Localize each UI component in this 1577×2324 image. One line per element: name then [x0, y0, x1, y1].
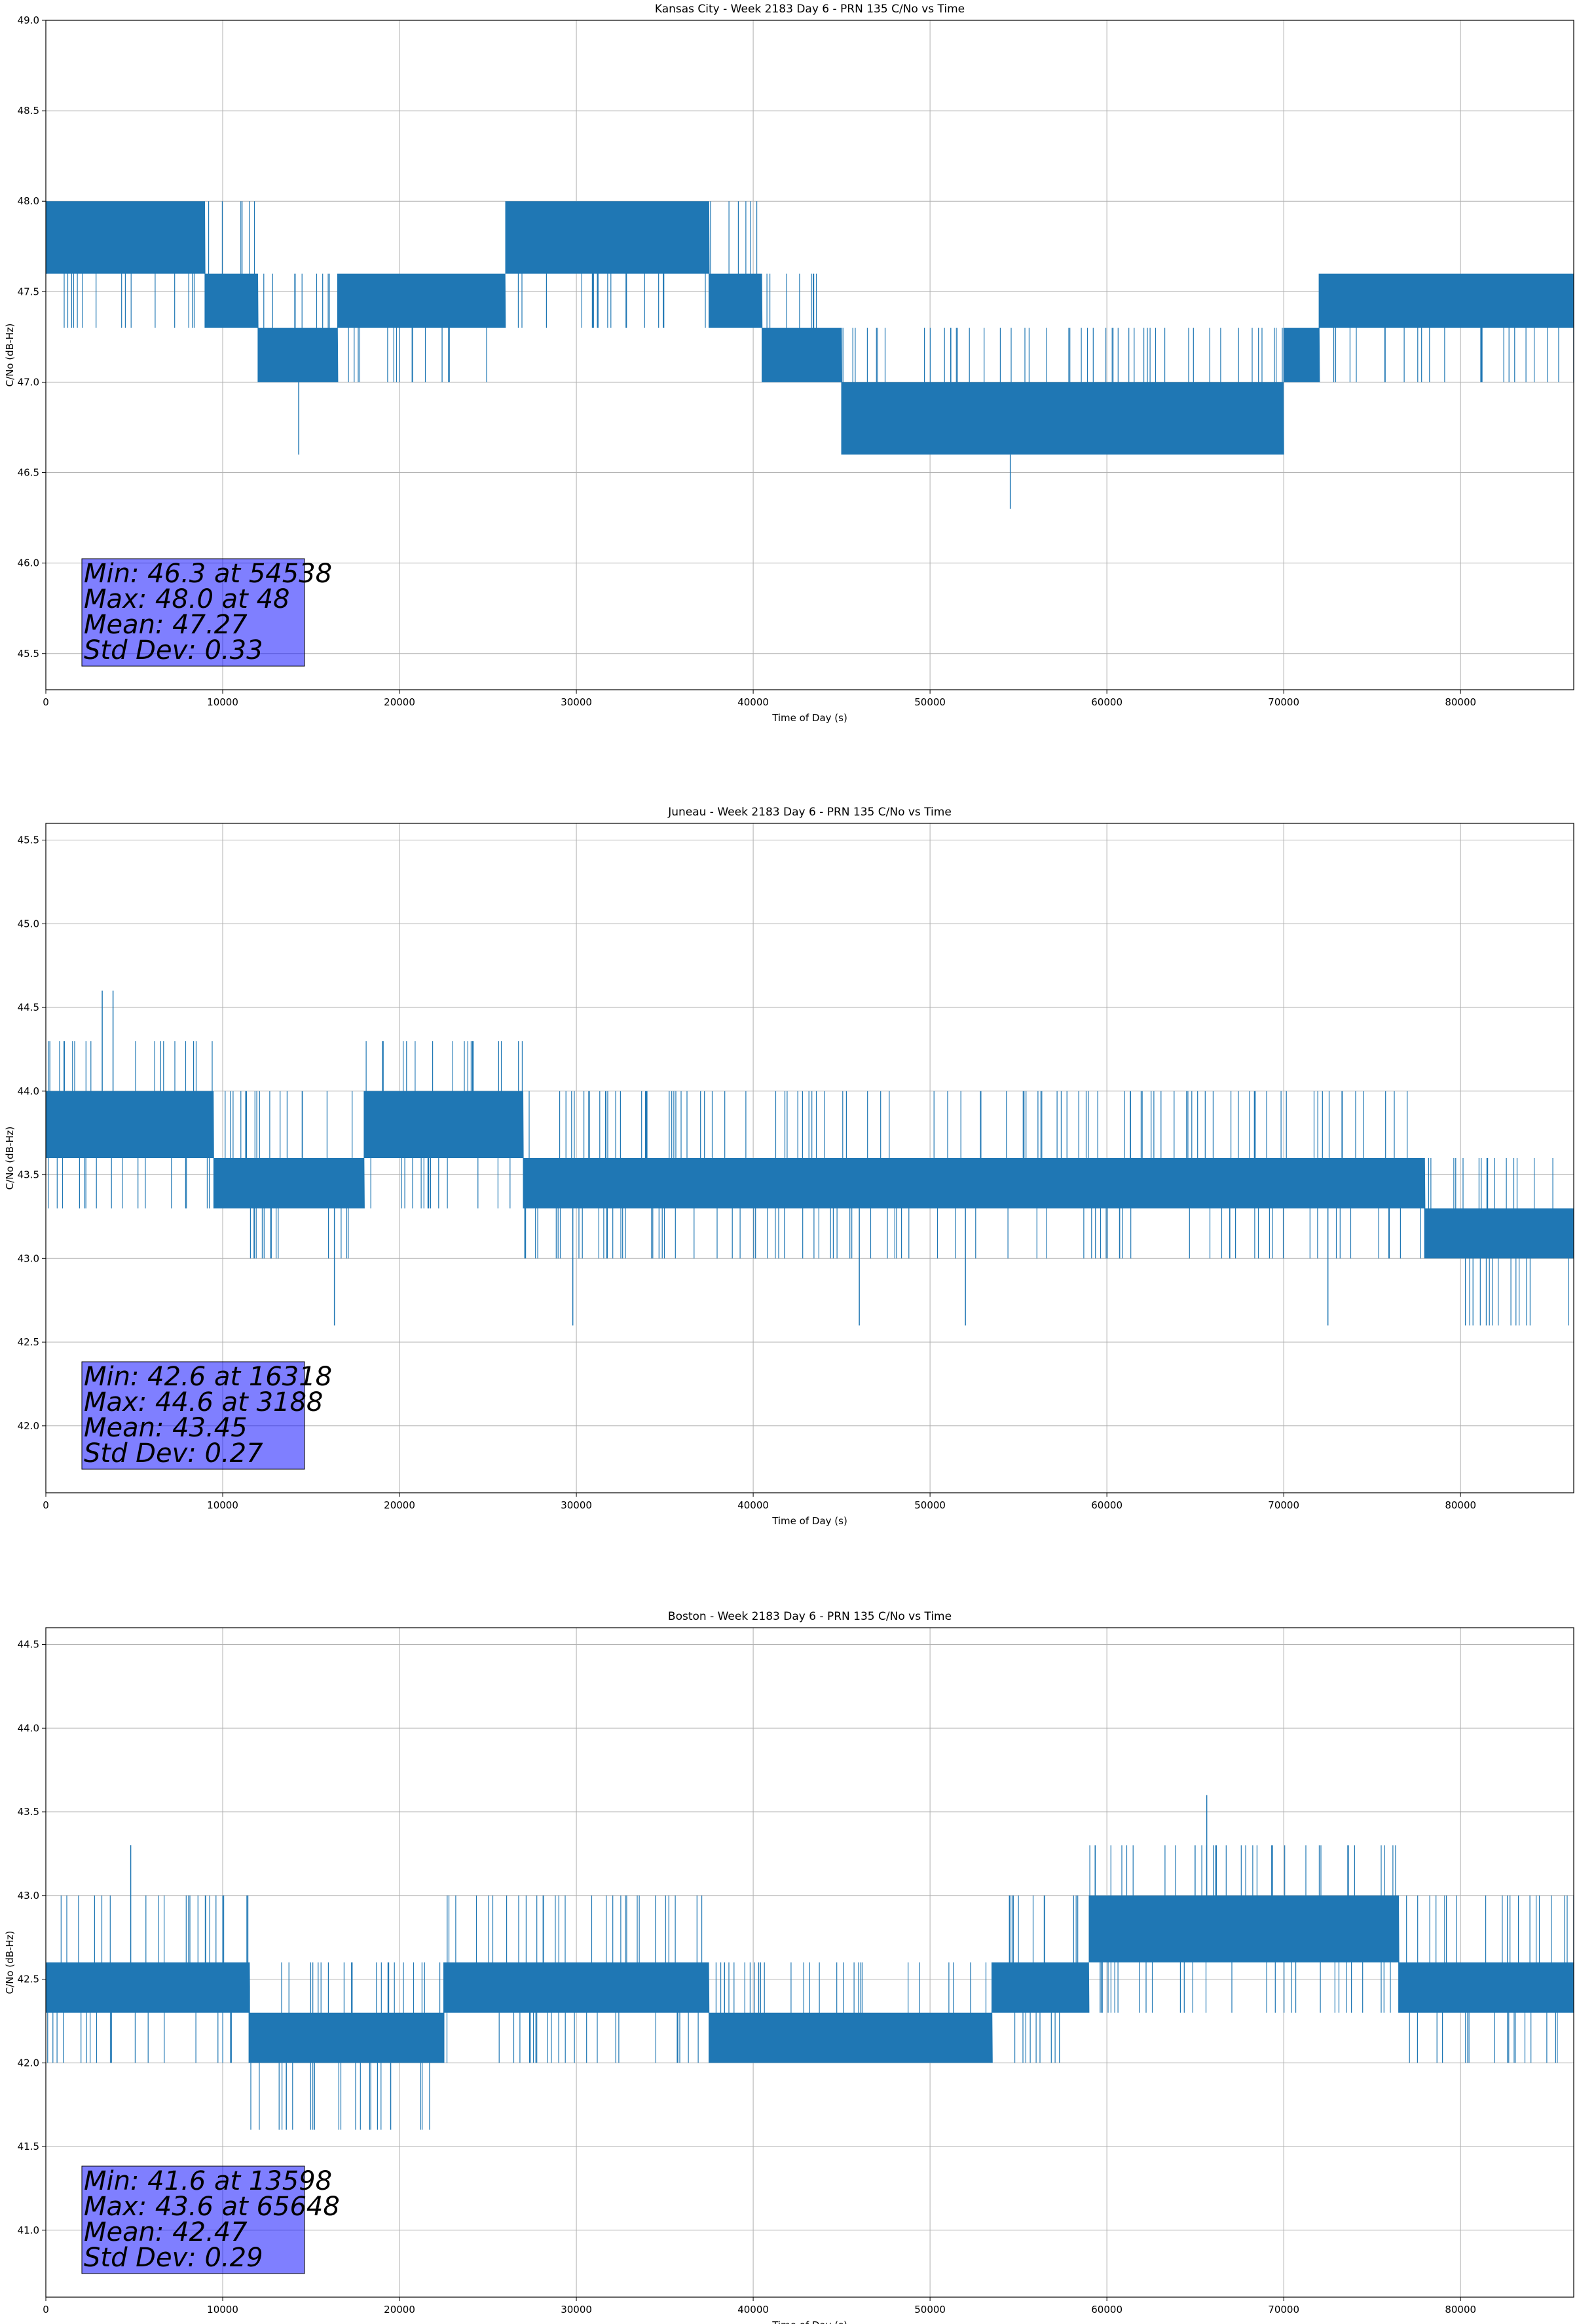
chart2-stats-min: Min: 42.6 at 16318 — [84, 1362, 332, 1392]
chart3-series — [46, 1795, 1574, 2130]
chart3-stats-min: Min: 41.6 at 13598 — [84, 2166, 332, 2196]
chart1-xtick-label-8: 80000 — [1445, 696, 1476, 708]
chart2-xtick-label-6: 60000 — [1091, 1499, 1122, 1511]
chart1-ytick-label-6: 48.5 — [18, 105, 39, 117]
chart1-ytick-label-7: 49.0 — [18, 14, 39, 26]
chart3-xtick-label-0: 0 — [43, 2304, 49, 2315]
chart1-series — [46, 201, 1574, 509]
chart3-ytick-label-2: 42.0 — [18, 2057, 39, 2069]
chart2-ytick-label-2: 43.0 — [18, 1252, 39, 1264]
chart2-ytick-label-5: 44.5 — [18, 1002, 39, 1013]
chart1-title: Kansas City - Week 2183 Day 6 - PRN 135 … — [655, 3, 965, 16]
chart3-axes: 0 10000 20000 30000 40000 50000 60000 70000 8000… — [4, 1610, 1574, 2324]
chart1-xtick-label-4: 40000 — [737, 696, 769, 708]
chart2-ytick-label-0: 42.0 — [18, 1420, 39, 1432]
chart2-stats-mean: Mean: 43.45 — [84, 1413, 248, 1443]
chart3-ytick-label-6: 44.0 — [18, 1722, 39, 1734]
chart2-stats-box-bg — [81, 1361, 305, 1470]
chart2-series — [46, 990, 1574, 1326]
chart2-series-line — [46, 1041, 1574, 1326]
chart1-xtick-label-2: 20000 — [384, 696, 415, 708]
chart1-ytick-label-2: 46.5 — [18, 467, 39, 479]
chart2-ytick-label-1: 42.5 — [18, 1336, 39, 1348]
chart1-ytick-label-5: 48.0 — [18, 195, 39, 207]
chart3-xtick-label-8: 80000 — [1445, 2304, 1476, 2315]
chart2-xtick-label-1: 10000 — [207, 1499, 238, 1511]
chart3-ytick-label-5: 43.5 — [18, 1806, 39, 1818]
chart3-ytick-label-0: 41.0 — [18, 2224, 39, 2236]
chart1-stats-min: Min: 46.3 at 54538 — [84, 559, 332, 589]
chart1-stats-box-bg — [81, 558, 305, 667]
chart1-axes: 0 10000 20000 30000 40000 50000 60000 70000 8000… — [4, 3, 1574, 724]
chart3-frame — [45, 1627, 1574, 2298]
chart1-ytick-label-4: 47.5 — [18, 286, 39, 297]
chart3-xlabel: Time of Day (s) — [771, 2319, 847, 2324]
chart2-stats-std: Std Dev: 0.27 — [84, 1438, 263, 1469]
chart2-xtick-label-5: 50000 — [914, 1499, 946, 1511]
chart3-title: Boston - Week 2183 Day 6 - PRN 135 C/No … — [668, 1610, 952, 1623]
chart3-ytick-label-4: 43.0 — [18, 1890, 39, 1902]
chart2-title: Juneau - Week 2183 Day 6 - PRN 135 C/No … — [667, 806, 952, 819]
chart1-frame — [45, 20, 1574, 690]
chart1-ytick-label-0: 45.5 — [18, 648, 39, 660]
chart3-xtick-label-4: 40000 — [737, 2304, 769, 2315]
chart2-xtick-label-3: 30000 — [561, 1499, 592, 1511]
chart2-ytick-label-7: 45.5 — [18, 834, 39, 846]
chart2-axes: 0 10000 20000 30000 40000 50000 60000 70000 8000… — [4, 806, 1574, 1527]
chart2-frame — [45, 823, 1574, 1493]
chart1-ytick-label-3: 47.0 — [18, 376, 39, 388]
chart3-ytick-label-3: 42.5 — [18, 1974, 39, 1985]
chart3-stats-mean: Mean: 42.47 — [84, 2217, 248, 2247]
chart1-xtick-label-5: 50000 — [914, 696, 946, 708]
chart1-xlabel: Time of Day (s) — [771, 712, 847, 724]
chart1-stats-std: Std Dev: 0.33 — [84, 635, 263, 665]
chart1-ylabel: C/No (dB-Hz) — [4, 324, 16, 387]
chart1-xtick-label-7: 70000 — [1268, 696, 1299, 708]
chart1-xtick-label-6: 60000 — [1091, 696, 1122, 708]
chart1-xtick-label-3: 30000 — [561, 696, 592, 708]
chart3-series-line — [46, 1845, 1574, 2130]
chart3-xtick-label-5: 50000 — [914, 2304, 946, 2315]
chart2-ytick-label-4: 44.0 — [18, 1085, 39, 1097]
chart2-xlabel: Time of Day (s) — [771, 1515, 847, 1527]
chart2-ytick-label-6: 45.0 — [18, 918, 39, 929]
chart3-xtick-label-3: 30000 — [561, 2304, 592, 2315]
chart3-stats-max: Max: 43.6 at 65648 — [84, 2192, 340, 2222]
chart2-stats-max: Max: 44.6 at 3188 — [84, 1387, 323, 1417]
chart2-ytick-label-3: 43.5 — [18, 1169, 39, 1181]
chart3-xtick-label-7: 70000 — [1268, 2304, 1299, 2315]
chart1-stats-max: Max: 48.0 at 48 — [84, 584, 289, 614]
chart3-ytick-label-1: 41.5 — [18, 2141, 39, 2152]
chart3-stats-std: Std Dev: 0.29 — [84, 2243, 263, 2273]
chart3-ylabel: C/No (dB-Hz) — [4, 1931, 16, 1995]
chart2-xtick-label-2: 20000 — [384, 1499, 415, 1511]
chart1-xtick-label-1: 10000 — [207, 696, 238, 708]
chart2-ylabel: C/No (dB-Hz) — [4, 1127, 16, 1190]
chart2-xtick-label-0: 0 — [43, 1499, 49, 1511]
chart2-xtick-label-4: 40000 — [737, 1499, 769, 1511]
chart3-xtick-label-1: 10000 — [207, 2304, 238, 2315]
chart1-series-line — [46, 201, 1574, 455]
chart1-stats-mean: Mean: 47.27 — [84, 610, 248, 640]
chart1-xtick-label-0: 0 — [43, 696, 49, 708]
chart3-xtick-label-6: 60000 — [1091, 2304, 1122, 2315]
chart3-stats-box-bg — [81, 2165, 305, 2274]
chart2-xtick-label-7: 70000 — [1268, 1499, 1299, 1511]
chart3-ytick-label-7: 44.5 — [18, 1639, 39, 1651]
chart3-xtick-label-2: 20000 — [384, 2304, 415, 2315]
chart2-xtick-label-8: 80000 — [1445, 1499, 1476, 1511]
chart1-ytick-label-1: 46.0 — [18, 557, 39, 569]
